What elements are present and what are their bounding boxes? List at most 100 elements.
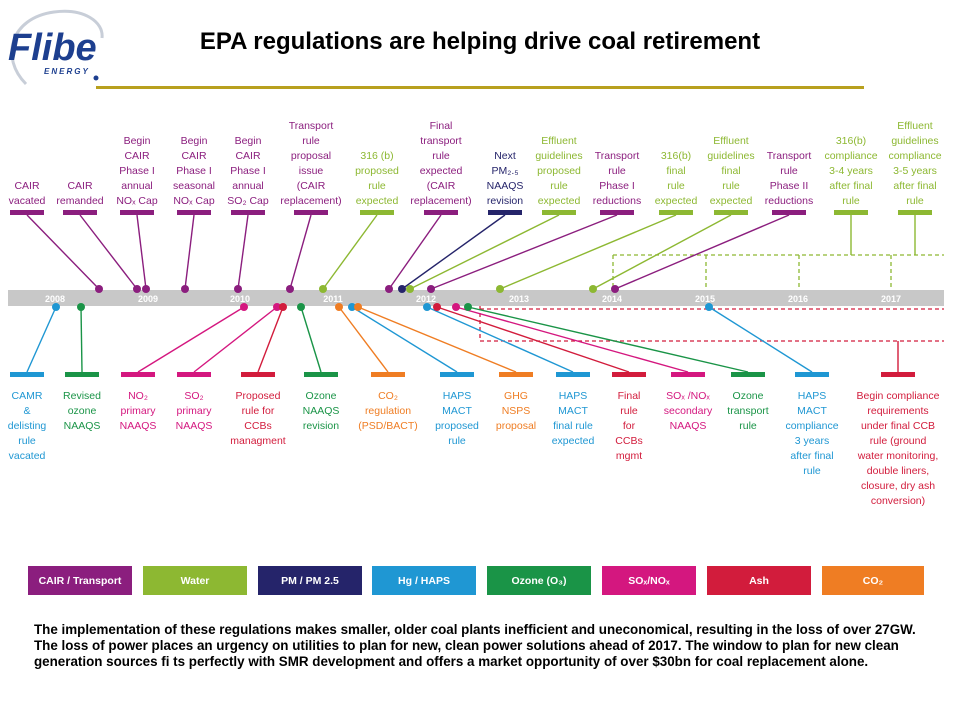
top-event-label: (CAIR (427, 180, 456, 192)
logo-subtext: ENERGY (44, 67, 90, 76)
top-event-t10: Effluent guidelines proposed rule expected (406, 135, 583, 293)
bottom-event-label: MACT (442, 405, 472, 417)
year-label-2014: 2014 (602, 294, 622, 304)
bottom-event-label: HAPS (559, 390, 588, 402)
top-event-t3: Begin CAIR Phase I annual NOₓ Cap (116, 135, 158, 293)
top-event-leader (237, 214, 249, 290)
legend-item-cair: CAIR / Transport (28, 566, 132, 595)
year-label-2013: 2013 (509, 294, 529, 304)
top-event-dot (181, 285, 189, 293)
top-event-label: guidelines (535, 150, 582, 162)
bottom-event-marker (121, 372, 155, 377)
top-event-marker (294, 210, 328, 215)
bottom-event-label: after final (790, 450, 833, 462)
bottom-event-label: CCBs (615, 435, 642, 447)
top-event-leader (79, 214, 138, 290)
top-event-label: final (721, 165, 740, 177)
year-label-2016: 2016 (788, 294, 808, 304)
top-event-dot (286, 285, 294, 293)
top-event-leader (430, 214, 618, 290)
bottom-event-label: ozone (68, 405, 97, 417)
top-event-label: 3-4 years (829, 165, 873, 177)
bottom-event-b10: HAPS MACT final rule expected (423, 303, 594, 447)
bottom-event-label: GHG (504, 390, 528, 402)
bottom-event-label: rule for (242, 405, 275, 417)
top-event-label: Transport (595, 150, 640, 162)
top-event-label: CAIR (14, 180, 40, 192)
bottom-event-dot (348, 303, 356, 311)
logo-swoosh-icon: Flibe ENERGY (8, 9, 104, 86)
bottom-event-label: (PSD/BACT) (358, 420, 418, 432)
bottom-event-label: vacated (9, 450, 46, 462)
bottom-event-label: CCBs (244, 420, 271, 432)
top-event-label: Transport (767, 150, 812, 162)
year-labels: 2008 2009 2010 2011 2012 2013 2014 2015 2016 2017 (45, 294, 901, 304)
bottom-event-b15: Begin compliance requirements under final … (857, 341, 940, 507)
top-event-t2: CAIR remanded (56, 180, 141, 293)
bottom-event-marker (65, 372, 99, 377)
page-title: EPA regulations are helping drive coal r… (199, 28, 761, 55)
legend-label: Ozone (O₃) (511, 575, 566, 587)
top-event-t6: Transport rule proposal issue (CAIR replaceme… (280, 120, 342, 293)
top-event-dot (427, 285, 435, 293)
top-event-marker (659, 210, 693, 215)
legend-swatch (28, 566, 132, 595)
bottom-event-leader (193, 306, 278, 373)
year-label-2009: 2009 (138, 294, 158, 304)
top-event-label: Phase I (119, 165, 155, 177)
bottom-event-leader (436, 306, 630, 373)
bottom-event-leader (257, 306, 284, 373)
bottom-event-label: SOₓ /NOₓ (666, 390, 710, 402)
top-event-label: PM₂.₅ (492, 165, 519, 177)
bottom-event-leader (26, 306, 57, 373)
logo-wordmark: Flibe (8, 27, 97, 69)
bottom-event-marker (556, 372, 590, 377)
bottom-event-label: primary (120, 405, 156, 417)
legend-item-haps: Hg / HAPS (372, 566, 476, 595)
bottom-event-dot (705, 303, 713, 311)
footer-summary: The implementation of these regulations … (34, 622, 916, 669)
top-event-label: 316(b) (661, 150, 691, 162)
bottom-event-label: MACT (558, 405, 588, 417)
bottom-event-label: HAPS (443, 390, 472, 402)
bottom-event-label: managment (230, 435, 286, 447)
bottom-event-b14: HAPS MACT compliance 3 years after final rule (705, 303, 839, 477)
bottom-event-b4: SO₂ primary NAAQS (176, 303, 281, 432)
bottom-event-marker (499, 372, 533, 377)
bottom-event-label: transport (727, 405, 769, 417)
top-event-leader (136, 214, 147, 290)
top-event-label: reductions (593, 195, 641, 207)
bottom-event-label: Proposed (236, 390, 281, 402)
bottom-event-marker (177, 372, 211, 377)
bottom-event-dot (335, 303, 343, 311)
year-label-2008: 2008 (45, 294, 65, 304)
bottom-event-label: expected (552, 435, 595, 447)
top-event-label: CAIR (67, 180, 93, 192)
top-event-label: replacement) (280, 195, 341, 207)
legend-item-ash: Ash (707, 566, 811, 595)
top-event-label: seasonal (173, 180, 215, 192)
top-event-t16: Effluent guidelines compliance 3-5 years aft… (888, 120, 942, 255)
bottom-event-dot (52, 303, 60, 311)
bottom-event-b2: Revised ozone NAAQS (63, 303, 101, 432)
legend-label: Water (181, 575, 210, 587)
category-legend: CAIR / Transport Water PM / PM 2.5 Hg / HAP… (28, 566, 924, 595)
top-event-marker (542, 210, 576, 215)
bottom-event-b11: Final rule for CCBs mgmt (433, 303, 646, 462)
bottom-event-b9: GHG NSPS proposal (354, 303, 536, 432)
bottom-event-label: water monitoring, (857, 450, 939, 462)
top-event-marker (10, 210, 44, 215)
top-event-label: Phase I (230, 165, 266, 177)
top-event-t14: Transport rule Phase II reductions (611, 150, 813, 293)
top-event-label: CAIR (235, 150, 261, 162)
top-event-label: Begin (181, 135, 208, 147)
top-event-label: guidelines (891, 135, 938, 147)
top-event-dot (611, 285, 619, 293)
top-event-leader (388, 214, 442, 290)
top-event-label: (CAIR (297, 180, 326, 192)
top-event-marker (177, 210, 211, 215)
top-event-label: expected (420, 165, 463, 177)
bottom-event-label: proposed (435, 420, 479, 432)
regulation-timeline: 2008 2009 2010 2011 2012 2013 2014 2015 2016 2017… (8, 120, 944, 595)
top-event-label: rule (842, 195, 860, 207)
